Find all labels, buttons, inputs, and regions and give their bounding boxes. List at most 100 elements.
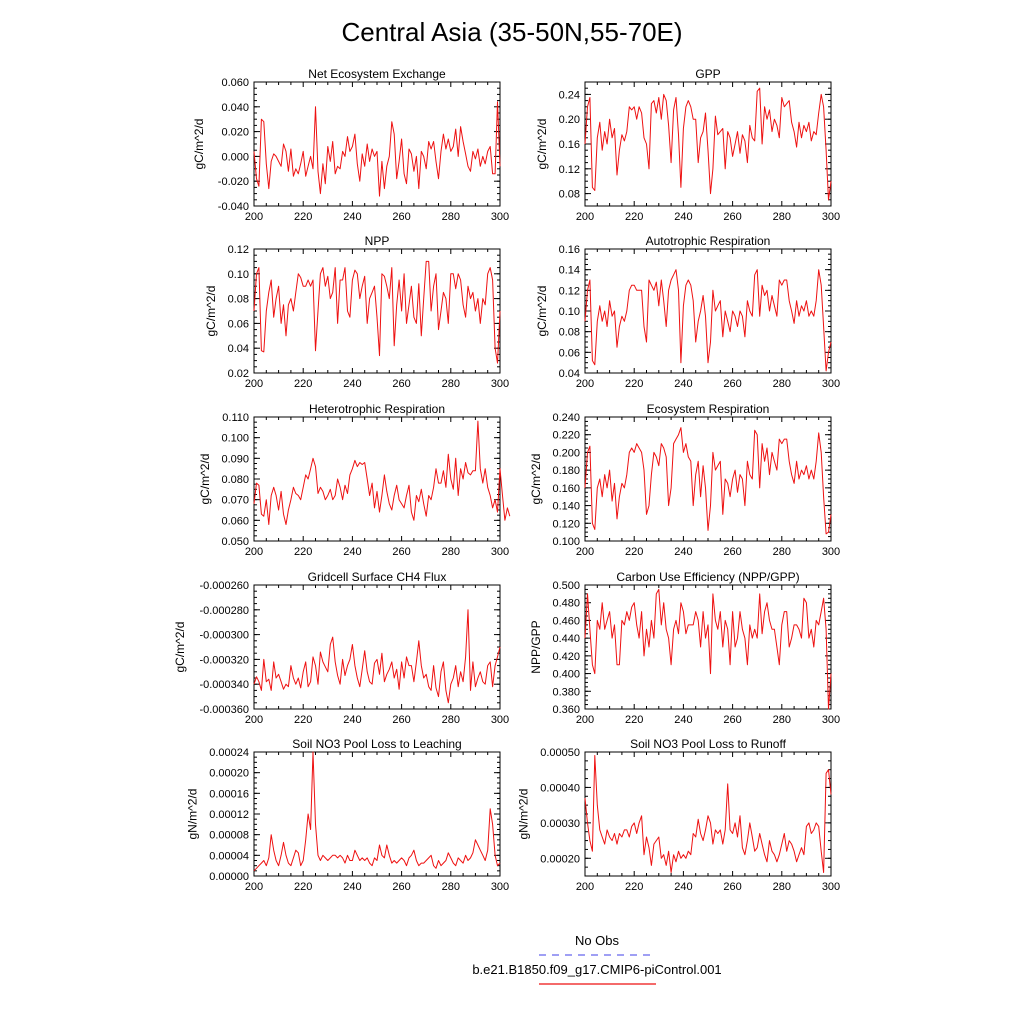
main-title: Central Asia (35-50N,55-70E): [341, 17, 682, 47]
y-tick-label: 0.090: [221, 453, 249, 465]
y-tick-label: 0.220: [552, 430, 580, 442]
x-tick-label: 200: [576, 714, 594, 726]
x-tick-label: 200: [576, 546, 594, 558]
x-tick-label: 260: [392, 546, 410, 558]
panel-title: GPP: [695, 67, 720, 81]
y-axis-label: gC/m^2/d: [198, 454, 212, 505]
x-tick-label: 240: [343, 714, 361, 726]
plot-frame: [253, 584, 501, 710]
x-tick-label: 260: [723, 211, 741, 223]
y-tick-label: 0.480: [552, 598, 580, 610]
y-tick-label: 0.00012: [209, 809, 249, 821]
y-tick-label: 0.20: [559, 114, 580, 126]
y-tick-label: 0.08: [228, 294, 249, 306]
y-tick-label: 0.00050: [540, 747, 580, 759]
x-tick-label: 220: [625, 211, 643, 223]
panel-title: NPP: [365, 234, 390, 248]
series-line: [584, 755, 832, 873]
x-tick-label: 200: [576, 211, 594, 223]
x-tick-label: 260: [723, 378, 741, 390]
x-tick-label: 240: [674, 546, 692, 558]
y-tick-label: 0.380: [552, 686, 580, 698]
chart-panel: Soil NO3 Pool Loss to Leaching 200 220 240 2…: [186, 737, 510, 893]
y-tick-label: -0.040: [218, 201, 249, 213]
x-tick-label: 220: [625, 378, 643, 390]
y-tick-label: 0.040: [221, 102, 249, 114]
x-tick-label: 220: [625, 881, 643, 893]
x-tick-label: 200: [245, 881, 263, 893]
series-line: [253, 101, 501, 197]
y-axis-label: gN/m^2/d: [517, 789, 531, 840]
x-tick-label: 300: [491, 881, 509, 893]
y-tick-label: 0.16: [559, 139, 580, 151]
x-tick-label: 200: [245, 546, 263, 558]
y-tick-label: 0.050: [221, 536, 249, 548]
y-tick-label: 0.00024: [209, 747, 249, 759]
y-tick-label: 0.12: [228, 244, 249, 256]
y-tick-label: 0.14: [559, 265, 580, 277]
x-tick-label: 200: [245, 378, 263, 390]
y-tick-label: 0.04: [228, 343, 249, 355]
y-tick-label: 0.00008: [209, 830, 249, 842]
legend-label-model: b.e21.B1850.f09_g17.CMIP6-piControl.001: [472, 962, 721, 977]
series-line: [584, 269, 832, 372]
x-tick-label: 300: [491, 546, 509, 558]
series-line: [584, 588, 832, 710]
x-tick-label: 220: [294, 211, 312, 223]
y-tick-label: -0.000360: [199, 704, 249, 716]
y-tick-label: 0.00020: [540, 853, 580, 865]
y-tick-label: -0.000260: [199, 580, 249, 592]
x-tick-label: 280: [442, 881, 460, 893]
y-axis-label: gC/m^2/d: [192, 119, 206, 170]
chart-panel: Net Ecosystem Exchange 200 220 240 260 280 300…: [192, 67, 509, 223]
y-tick-label: 0.420: [552, 651, 580, 663]
x-tick-label: 260: [392, 378, 410, 390]
y-tick-label: 0.06: [228, 318, 249, 330]
y-tick-label: 0.200: [552, 447, 580, 459]
y-tick-label: 0.12: [559, 285, 580, 297]
y-tick-label: 0.06: [559, 347, 580, 359]
x-tick-label: 200: [245, 714, 263, 726]
y-tick-label: 0.060: [221, 515, 249, 527]
series-line: [584, 87, 832, 201]
y-tick-label: 0.160: [552, 483, 580, 495]
panel-title: Heterotrophic Respiration: [309, 402, 445, 416]
x-tick-label: 300: [822, 714, 840, 726]
x-tick-label: 280: [773, 714, 791, 726]
series-line: [253, 420, 511, 525]
panel-title: Net Ecosystem Exchange: [308, 67, 446, 81]
y-tick-label: -0.020: [218, 176, 249, 188]
plot-frame: [584, 751, 832, 877]
series-line: [253, 260, 501, 364]
y-tick-label: 0.120: [552, 518, 580, 530]
y-axis-label: gC/m^2/d: [535, 119, 549, 170]
y-axis-label: gC/m^2/d: [535, 286, 549, 337]
y-tick-label: 0.08: [559, 189, 580, 201]
y-tick-label: 0.10: [228, 269, 249, 281]
y-tick-label: 0.100: [552, 536, 580, 548]
chart-panel: Soil NO3 Pool Loss to Runoff 200 220 240 260…: [517, 737, 841, 893]
y-tick-label: 0.440: [552, 633, 580, 645]
x-tick-label: 280: [442, 211, 460, 223]
y-tick-label: -0.000320: [199, 654, 249, 666]
y-tick-label: 0.00004: [209, 850, 249, 862]
x-tick-label: 280: [773, 211, 791, 223]
x-tick-label: 260: [392, 211, 410, 223]
y-tick-label: 0.110: [222, 412, 249, 424]
x-tick-label: 240: [674, 881, 692, 893]
legend: No Obs b.e21.B1850.f09_g17.CMIP6-piContr…: [472, 933, 722, 985]
x-tick-label: 300: [822, 881, 840, 893]
x-tick-label: 300: [491, 211, 509, 223]
y-tick-label: 0.240: [552, 412, 580, 424]
series-line: [253, 751, 501, 872]
y-axis-label: gC/m^2/d: [529, 454, 543, 505]
chart-panel: Heterotrophic Respiration 200 220 240 260 280…: [198, 402, 511, 558]
y-tick-label: 0.460: [552, 615, 580, 627]
x-tick-label: 240: [343, 378, 361, 390]
series-line: [584, 427, 832, 535]
y-tick-label: -0.000280: [199, 605, 249, 617]
x-tick-label: 300: [822, 211, 840, 223]
x-tick-label: 280: [773, 378, 791, 390]
panel-title: Autotrophic Respiration: [646, 234, 771, 248]
